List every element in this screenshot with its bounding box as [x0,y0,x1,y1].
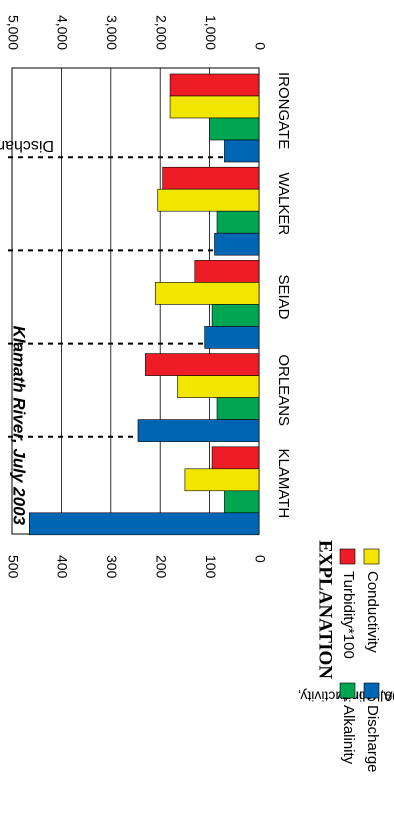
category-label-irongate: IRONGATE [275,72,292,149]
left-axis-tick-label: 400 [55,555,71,579]
legend-swatch-alkalinity [339,682,356,699]
bar-turbidity-100-irongate [169,73,260,97]
bar-discharge-walker [214,232,260,256]
right-axis-tick-label: 1,000 [203,15,219,50]
bar-turbidity-100-orleans [145,353,260,376]
category-label-seiad: SEIAD [275,274,292,319]
legend-label-conductivity: Conductivity [364,571,381,653]
bar-conductivity-seiad [154,282,260,305]
right-axis-tick-label: 5,000 [5,15,21,50]
left-axis-tick-label: 0 [252,555,268,563]
bar-turbidity-100-seiad [194,260,260,283]
legend-label-discharge: Discharge [364,705,381,773]
category-label-orleans: ORLEANS [275,354,292,426]
left-axis-tick-label: 300 [104,555,120,579]
bar-conductivity-orleans [177,375,260,398]
bar-alkalinity-irongate [209,117,260,141]
bar-turbidity-100-walker [162,166,260,190]
bar-conductivity-klamath [184,468,260,492]
right-axis-tick-label: 4,000 [55,15,71,50]
legend-swatch-discharge [363,682,380,699]
legend-swatch-turbidity-100 [339,548,356,565]
bar-discharge-seiad [204,326,260,349]
legend-label-alkalinity: Alkalinity [340,705,357,765]
right-axis-tick-label: 3,000 [104,15,120,50]
right-axis-tick-label: 2,000 [153,15,169,50]
bar-alkalinity-orleans [216,397,260,420]
right-axis-tick-label: 0 [252,42,268,50]
bar-alkalinity-seiad [211,304,260,327]
category-label-klamath: KLAMATH [275,449,292,519]
right-axis-title: Discharge [0,137,54,154]
category-label-walker: WALKER [275,172,292,235]
bar-discharge-klamath [28,512,260,536]
bar-turbidity-100-klamath [211,446,260,470]
bar-alkalinity-klamath [224,490,260,514]
legend-label-turbidity-100: Turbidity*100 [340,571,357,659]
left-axis-tick-label: 200 [153,555,169,579]
legend-title: EXPLANATION [315,540,336,679]
chart-title: Klamath River, July 2003 [10,326,29,526]
bar-conductivity-walker [157,188,260,212]
bar-conductivity-irongate [169,95,260,119]
left-axis-tick-label: 500 [5,555,21,579]
bar-discharge-irongate [224,139,260,163]
bar-alkalinity-walker [216,210,260,234]
legend-swatch-conductivity [363,548,380,565]
bar-discharge-orleans [137,419,260,442]
left-axis-tick-label: 100 [203,555,219,579]
